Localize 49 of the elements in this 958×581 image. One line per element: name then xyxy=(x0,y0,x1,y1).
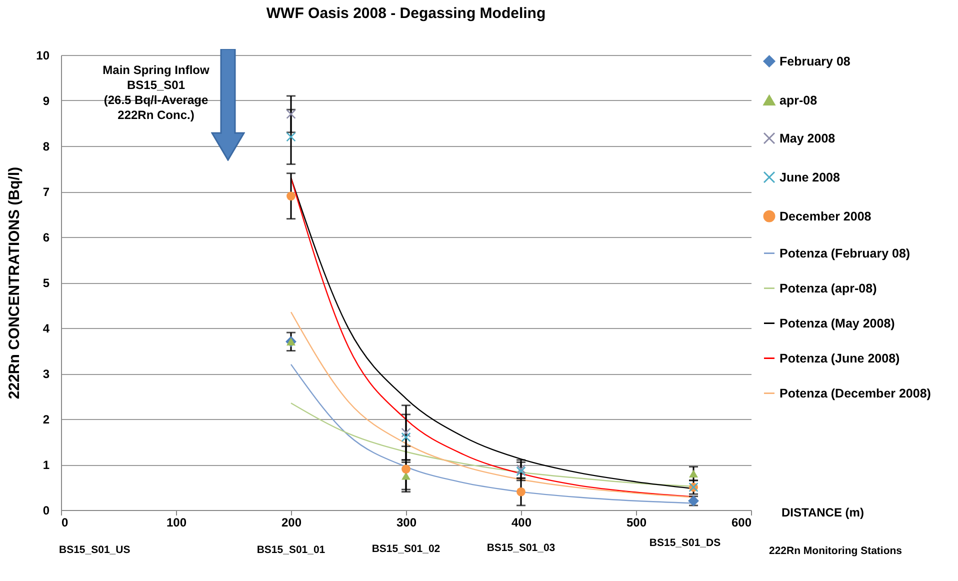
y-tick-label: 7 xyxy=(42,185,50,199)
point xyxy=(516,487,526,496)
x-axis-title: DISTANCE (m) xyxy=(782,506,864,520)
y-tick-label: 4 xyxy=(42,322,50,336)
x-tick-label: 200 xyxy=(281,516,302,530)
legend-label: apr-08 xyxy=(780,93,818,108)
legend-label: February 08 xyxy=(780,54,850,68)
point xyxy=(689,470,698,478)
text: BS15_S01_DS xyxy=(649,537,721,549)
legend-label: Potenza (February 08) xyxy=(780,246,910,260)
legend-label: May 2008 xyxy=(780,131,836,146)
y-tick-label: 0 xyxy=(42,504,50,518)
y-tick-label: 5 xyxy=(42,276,50,290)
legend-label: Potenza (apr-08) xyxy=(780,281,877,296)
legend-label: June 2008 xyxy=(780,170,840,184)
y-tick-label: 6 xyxy=(42,230,50,244)
legend-label: Potenza (December 2008) xyxy=(780,386,931,400)
legend-label: Potenza (May 2008) xyxy=(780,316,895,330)
point xyxy=(516,466,526,476)
legend-label: Potenza (June 2008) xyxy=(780,351,900,366)
point xyxy=(286,109,296,119)
text: 222Rn Monitoring Stations xyxy=(769,545,902,557)
chart-title: WWF Oasis 2008 - Degassing Modeling xyxy=(266,5,546,22)
annotation: Main Spring Inflow BS15_S01 (26.5 Bq/l-Average 222Rn Conc.) xyxy=(102,63,210,122)
x-tick-label: 100 xyxy=(166,516,187,530)
text: BS15_S01_03 xyxy=(486,542,556,554)
x-tick-label: 0 xyxy=(62,516,68,530)
text: BS15_S01_01 xyxy=(256,544,326,556)
y-tick-label: 1 xyxy=(42,458,50,472)
point xyxy=(516,464,526,474)
legend-label: December 2008 xyxy=(780,209,872,224)
y-tick-label: 10 xyxy=(36,48,50,62)
point xyxy=(401,428,411,438)
y-tick-label: 9 xyxy=(42,94,50,108)
point xyxy=(402,472,410,480)
x-tick-label: 400 xyxy=(511,516,532,530)
text: BS15_S01_02 xyxy=(372,543,440,555)
point xyxy=(402,464,410,474)
y-tick-label: 2 xyxy=(42,412,50,426)
y-axis-title: 222Rn CONCENTRATIONS (Bq/l) xyxy=(6,166,24,400)
point xyxy=(286,192,296,201)
point xyxy=(286,132,296,142)
x-tick-label: 600 xyxy=(731,516,752,530)
text: BS15_S01_US xyxy=(59,544,130,556)
point xyxy=(401,432,411,442)
y-tick-label: 3 xyxy=(42,367,50,381)
x-tick-label: 300 xyxy=(396,516,417,530)
x-tick-label: 500 xyxy=(626,516,647,530)
y-tick-label: 8 xyxy=(42,140,50,154)
